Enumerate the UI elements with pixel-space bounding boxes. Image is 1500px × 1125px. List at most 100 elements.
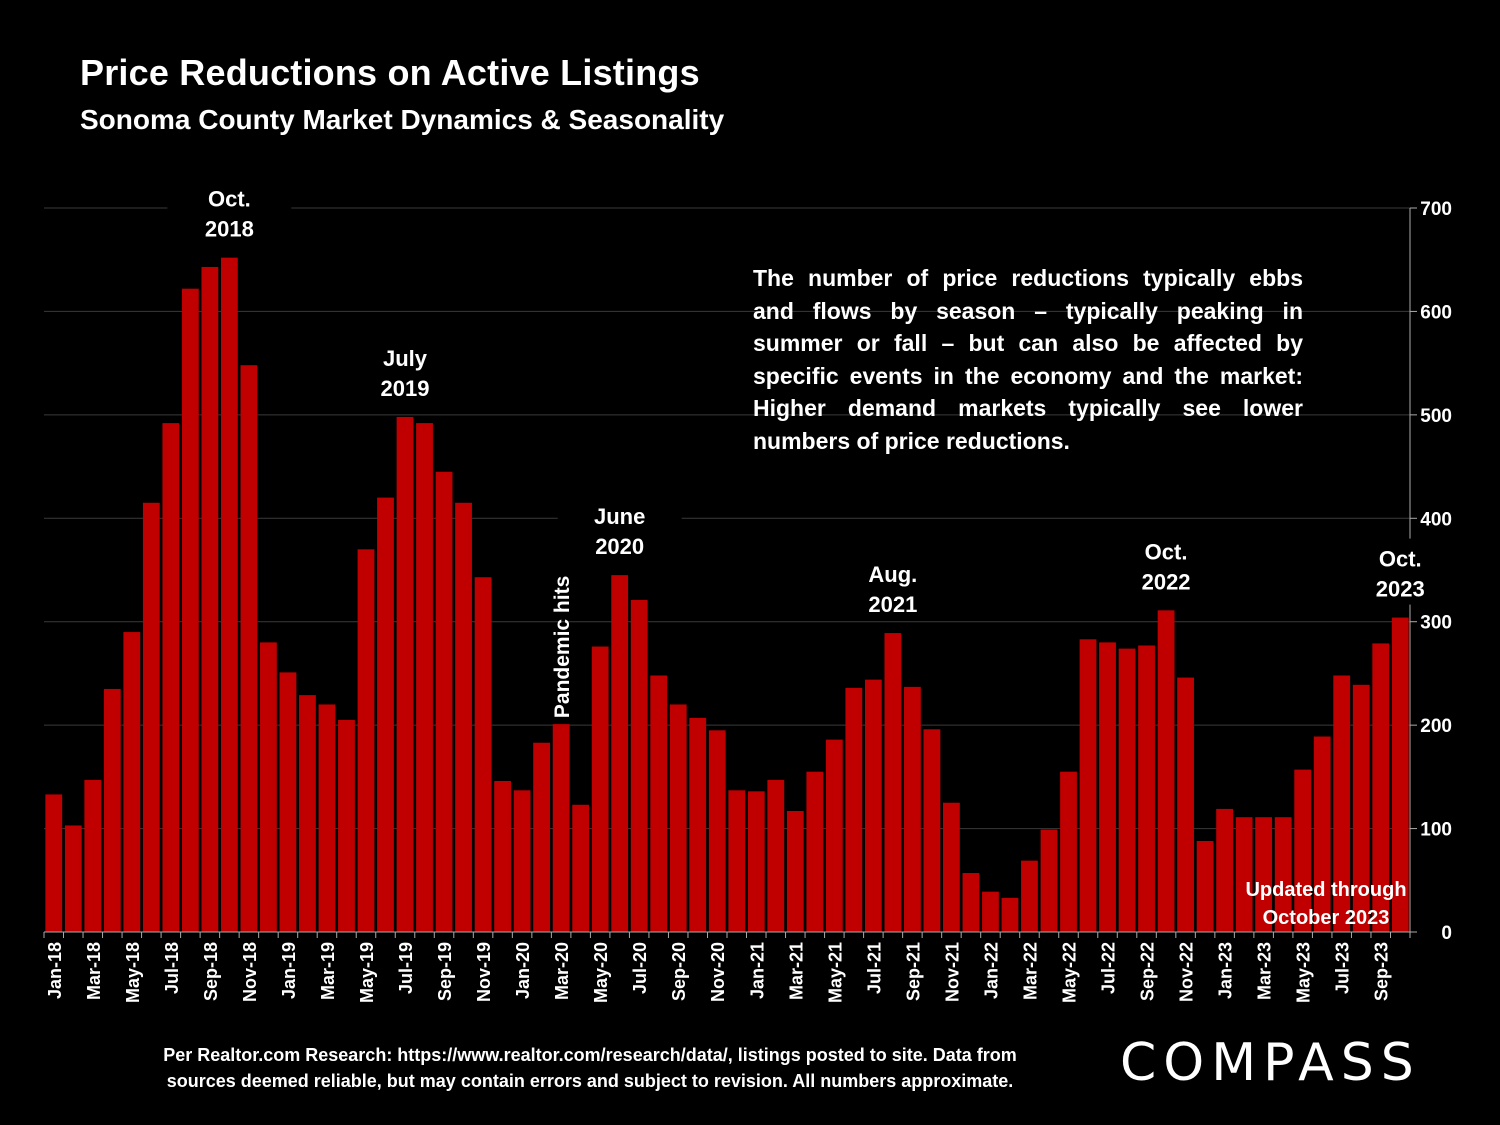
bar-Jun-23	[1313, 736, 1331, 932]
bar-Mar-18	[84, 779, 102, 932]
pandemic-label: Pandemic hits	[551, 576, 574, 718]
bar-Jun-22	[1079, 639, 1097, 932]
update-note: Updated through	[1245, 879, 1406, 901]
x-tick-label: May-23	[1294, 942, 1314, 1003]
bar-Jan-23	[1216, 808, 1234, 932]
x-tick-label: Jan-20	[513, 942, 533, 999]
x-tick-label: Mar-23	[1255, 942, 1275, 1000]
x-tick-label: Jul-19	[396, 942, 416, 994]
bar-Sep-20	[669, 704, 687, 932]
bar-Dec-21	[962, 873, 980, 932]
x-tick-label: Jul-22	[1099, 942, 1119, 994]
bar-Feb-19	[299, 695, 316, 932]
bar-Mar-21	[786, 810, 804, 932]
bar-Feb-23	[1235, 817, 1253, 932]
bar-May-21	[825, 739, 843, 932]
chart-subtitle: Sonoma County Market Dynamics & Seasonal…	[80, 104, 725, 135]
bar-Feb-21	[767, 779, 785, 932]
bar-Apr-20	[572, 804, 590, 932]
x-tick-label: Nov-22	[1177, 942, 1197, 1002]
chart-title: Price Reductions on Active Listings	[80, 52, 700, 93]
bar-Oct-22	[1157, 610, 1175, 932]
bar-Aug-19	[416, 423, 433, 932]
bar-Sep-23	[1372, 643, 1390, 932]
y-tick-label: 700	[1420, 199, 1452, 220]
annotation-label: 2019	[381, 376, 430, 401]
bar-Mar-19	[318, 704, 336, 932]
x-tick-label: Mar-19	[318, 942, 338, 1000]
annotation-backdrop	[343, 337, 468, 404]
annotation-label: June	[594, 504, 645, 529]
x-tick-label: Sep-21	[903, 942, 923, 1001]
annotation-label: 2022	[1142, 569, 1191, 594]
bar-Jul-20	[630, 599, 648, 932]
x-tick-label: May-21	[825, 942, 845, 1003]
x-tick-label: Sep-22	[1138, 942, 1158, 1001]
x-tick-label: Jan-23	[1216, 942, 1236, 999]
bar-Sep-18	[201, 266, 219, 932]
bar-Jul-21	[864, 679, 882, 932]
bar-Oct-23	[1391, 617, 1409, 932]
x-tick-label: Jan-21	[747, 942, 767, 999]
annotation-label: 2023	[1376, 577, 1425, 602]
bar-Jan-21	[747, 791, 765, 932]
source-line-1: Per Realtor.com Research: https://www.re…	[163, 1045, 1017, 1065]
annotation-label: Oct.	[1379, 547, 1422, 572]
x-tick-label: Jul-18	[162, 942, 182, 994]
x-tick-label: Mar-20	[552, 942, 572, 1000]
bar-Feb-20	[533, 742, 551, 932]
update-note: October 2023	[1263, 907, 1390, 929]
bar-May-22	[1060, 771, 1077, 932]
x-tick-label: Jul-20	[630, 942, 650, 994]
bar-Jan-18	[45, 794, 63, 932]
x-tick-label: Jul-21	[864, 942, 884, 994]
bar-Jul-18	[162, 423, 180, 932]
bar-Aug-21	[884, 633, 902, 932]
bar-Mar-22	[1021, 860, 1038, 932]
source-footnote: Per Realtor.com Research: https://www.re…	[90, 1042, 1090, 1094]
y-tick-label: 200	[1420, 716, 1452, 737]
bar-Nov-20	[708, 730, 726, 932]
x-tick-label: Jul-23	[1333, 942, 1353, 994]
bar-Nov-18	[240, 365, 258, 932]
x-tick-label: Nov-21	[942, 942, 962, 1002]
bar-Dec-19	[494, 780, 511, 932]
bar-Jun-19	[377, 497, 394, 932]
x-tick-label: Sep-20	[669, 942, 689, 1001]
bar-Apr-18	[103, 688, 121, 932]
x-tick-label: Nov-20	[708, 942, 728, 1002]
bar-Feb-22	[1001, 897, 1019, 932]
x-tick-label: Jan-18	[45, 942, 65, 999]
bar-Dec-20	[728, 790, 746, 932]
annotation-label: Oct.	[1145, 539, 1188, 564]
bar-Jun-18	[142, 502, 160, 932]
x-tick-label: May-19	[357, 942, 377, 1003]
bar-Oct-19	[455, 502, 472, 932]
x-tick-label: Jan-22	[981, 942, 1001, 999]
x-tick-label: Nov-19	[474, 942, 494, 1002]
bar-Jul-19	[396, 416, 414, 932]
x-tick-label: May-20	[591, 942, 611, 1003]
bar-May-19	[357, 549, 375, 932]
y-tick-label: 600	[1420, 302, 1452, 323]
y-tick-label: 500	[1420, 406, 1452, 427]
bar-Sep-21	[903, 686, 921, 932]
annotation-backdrop	[830, 554, 955, 621]
x-tick-label: Jan-19	[279, 942, 299, 999]
bar-Aug-18	[181, 288, 199, 932]
bar-May-20	[591, 646, 609, 932]
annotation-label: Aug.	[868, 562, 917, 587]
source-line-2: sources deemed reliable, but may contain…	[166, 1071, 1014, 1091]
y-tick-label: 300	[1420, 613, 1452, 634]
x-tick-label: Mar-21	[786, 942, 806, 1000]
annotation-label: Oct.	[208, 187, 251, 212]
bar-Jun-20	[611, 575, 629, 932]
bar-Jul-23	[1333, 675, 1351, 932]
annotation-backdrop	[167, 178, 292, 245]
bar-Jan-19	[279, 672, 297, 932]
annotation-backdrop	[557, 496, 682, 563]
bar-Aug-22	[1118, 648, 1136, 932]
bar-Nov-22	[1177, 677, 1194, 932]
x-tick-label: Sep-19	[435, 942, 455, 1001]
